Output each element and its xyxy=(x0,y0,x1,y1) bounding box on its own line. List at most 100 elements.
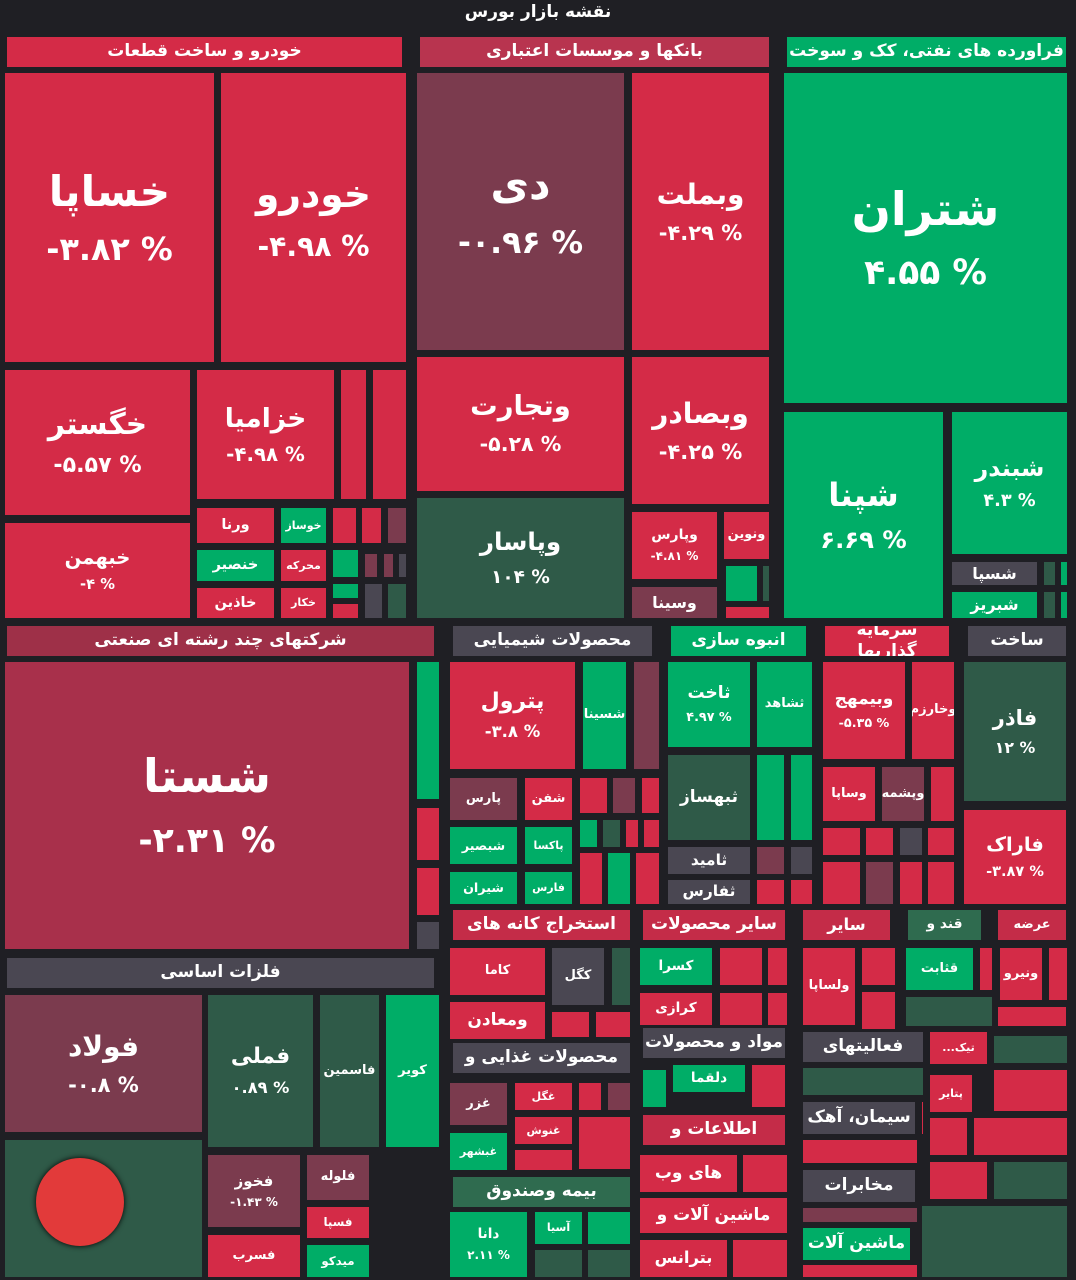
tile-change: ۶.۶۹ % xyxy=(820,524,907,554)
tile-filler xyxy=(373,370,406,499)
tile-filler xyxy=(866,862,893,904)
tile: میدکو xyxy=(307,1245,369,1277)
logo xyxy=(36,1158,124,1246)
tile-change: ۴.۳ % xyxy=(983,491,1036,512)
tile: وبیمهج -۵.۳۵ % xyxy=(823,662,905,759)
tile-label: دی xyxy=(490,160,551,210)
tile-label: پترول xyxy=(480,689,545,715)
tile: بانکها و موسسات اعتباری xyxy=(420,37,769,67)
tile-label: فخوز xyxy=(234,1171,274,1190)
tile-label: فملی xyxy=(230,1044,291,1070)
tile: اطلاعات و xyxy=(643,1115,785,1145)
tile: شیران xyxy=(450,872,517,904)
tile: بیمه وصندوق xyxy=(453,1177,630,1207)
tile-label: ثشاهد xyxy=(764,696,805,712)
tile-change: -۱.۴۳ % xyxy=(230,1195,278,1210)
tile-label: فلوله xyxy=(320,1169,356,1185)
tile-label: خکار xyxy=(291,596,316,610)
tile-filler xyxy=(994,1162,1067,1199)
tile-label: فعالیتهای xyxy=(822,1036,904,1057)
tile-label: سیمان، آهک xyxy=(807,1107,911,1128)
tile-label: انبوه سازی xyxy=(691,630,786,651)
tile-label: فاراک xyxy=(986,832,1044,856)
tile-filler xyxy=(791,755,812,840)
tile-label: وخارزم xyxy=(912,702,954,718)
tile-filler xyxy=(757,880,784,904)
tile-label: ماشین آلات و xyxy=(656,1204,771,1225)
tile: وپاسار ۱۰۴ % xyxy=(417,498,624,618)
tile: ونیرو xyxy=(1000,948,1042,1000)
tile-filler xyxy=(726,607,769,618)
tile: شبندر ۴.۳ % xyxy=(952,412,1067,554)
tile-label: پاکسا xyxy=(533,838,564,852)
tile-filler xyxy=(866,828,893,855)
tile-label: کویر xyxy=(398,1062,427,1078)
tile-filler xyxy=(580,778,607,813)
tile-label: غزر xyxy=(466,1095,491,1111)
tile-label: ماشین آلات xyxy=(807,1233,906,1254)
tile: وبصادر -۴.۲۵ % xyxy=(632,357,769,504)
tile-change: -۴.۹۸ % xyxy=(257,230,370,263)
tile-change: -۳.۸۷ % xyxy=(986,862,1044,880)
tile-filler xyxy=(791,880,812,904)
tile-label: اطلاعات و xyxy=(670,1119,758,1140)
tile-filler xyxy=(998,1007,1066,1026)
tile-label: پارس xyxy=(465,790,502,806)
tile: خنصیر xyxy=(197,550,274,581)
tile-label: قثابت xyxy=(920,960,959,976)
tile: پترول -۳.۸ % xyxy=(450,662,575,769)
tile: شستا -۲.۳۱ % xyxy=(5,662,409,949)
tile-filler xyxy=(642,778,659,813)
tile-change: -۰.۹۶ % xyxy=(457,225,584,262)
tile-filler xyxy=(1044,592,1055,618)
tile: فاراک -۳.۸۷ % xyxy=(964,810,1066,904)
tile-filler xyxy=(994,1070,1067,1111)
tile: فراورده های نفتی، کک و سوخت xyxy=(787,37,1066,67)
tile-label: غنوش xyxy=(526,1123,561,1137)
tile-label: ورنا xyxy=(221,517,250,534)
tile-filler xyxy=(1044,562,1055,585)
tile: ثفارس xyxy=(668,880,750,904)
tile-change: ۱۲ % xyxy=(994,737,1036,757)
tile: سیمان، آهک xyxy=(803,1102,915,1134)
tile-filler xyxy=(333,550,358,577)
tile-label: شستا xyxy=(142,749,272,804)
tile-label: کرازی xyxy=(655,1000,697,1017)
tile: فلوله xyxy=(307,1155,369,1200)
tile-label: وساپا xyxy=(831,785,867,801)
tile: ماشین آلات xyxy=(803,1228,910,1260)
tile-label: خساپا xyxy=(48,166,171,216)
tile-label: خزامیا xyxy=(224,402,307,434)
tile: خکار xyxy=(281,588,326,618)
tile: انبوه سازی xyxy=(671,626,806,656)
tile-label: بانکها و موسسات اعتباری xyxy=(486,41,703,62)
tile-label: ...تیک xyxy=(942,1041,975,1055)
tile-label: شپنا xyxy=(828,475,899,514)
tile-label: خودرو و ساخت قطعات xyxy=(107,41,302,62)
tile: فولاد -۰.۸ % xyxy=(5,995,202,1132)
tile-filler xyxy=(743,1155,787,1192)
tile-label: وپارس xyxy=(651,527,698,544)
tile: وپشمه xyxy=(882,767,924,821)
tile: شفن xyxy=(525,778,572,820)
tile-filler xyxy=(928,862,954,904)
tile-label: ثاخت xyxy=(687,683,731,704)
tile: محصولات غذایی و xyxy=(453,1043,630,1073)
tile-filler xyxy=(626,820,638,847)
tile: خزامیا -۴.۹۸ % xyxy=(197,370,334,499)
tile-label: خگستر xyxy=(47,406,148,441)
tile-filler xyxy=(720,993,762,1025)
tile-change: -۵.۲۸ % xyxy=(479,432,562,457)
tile-filler xyxy=(603,820,620,847)
tile-label: مواد و محصولات xyxy=(644,1032,784,1053)
tile: فاذر ۱۲ % xyxy=(964,662,1066,801)
tile-change: -۲.۳۱ % xyxy=(138,820,276,861)
tile-filler xyxy=(399,554,406,577)
tile-filler xyxy=(862,992,895,1029)
tile-label: شفن xyxy=(531,790,566,806)
tile-label: سایر محصولات xyxy=(651,914,777,935)
tile-label: بترانس xyxy=(654,1248,713,1268)
tile-filler xyxy=(803,1208,917,1222)
tile: فاسمین xyxy=(320,995,379,1147)
tile-change: -۳.۸ % xyxy=(484,722,541,742)
